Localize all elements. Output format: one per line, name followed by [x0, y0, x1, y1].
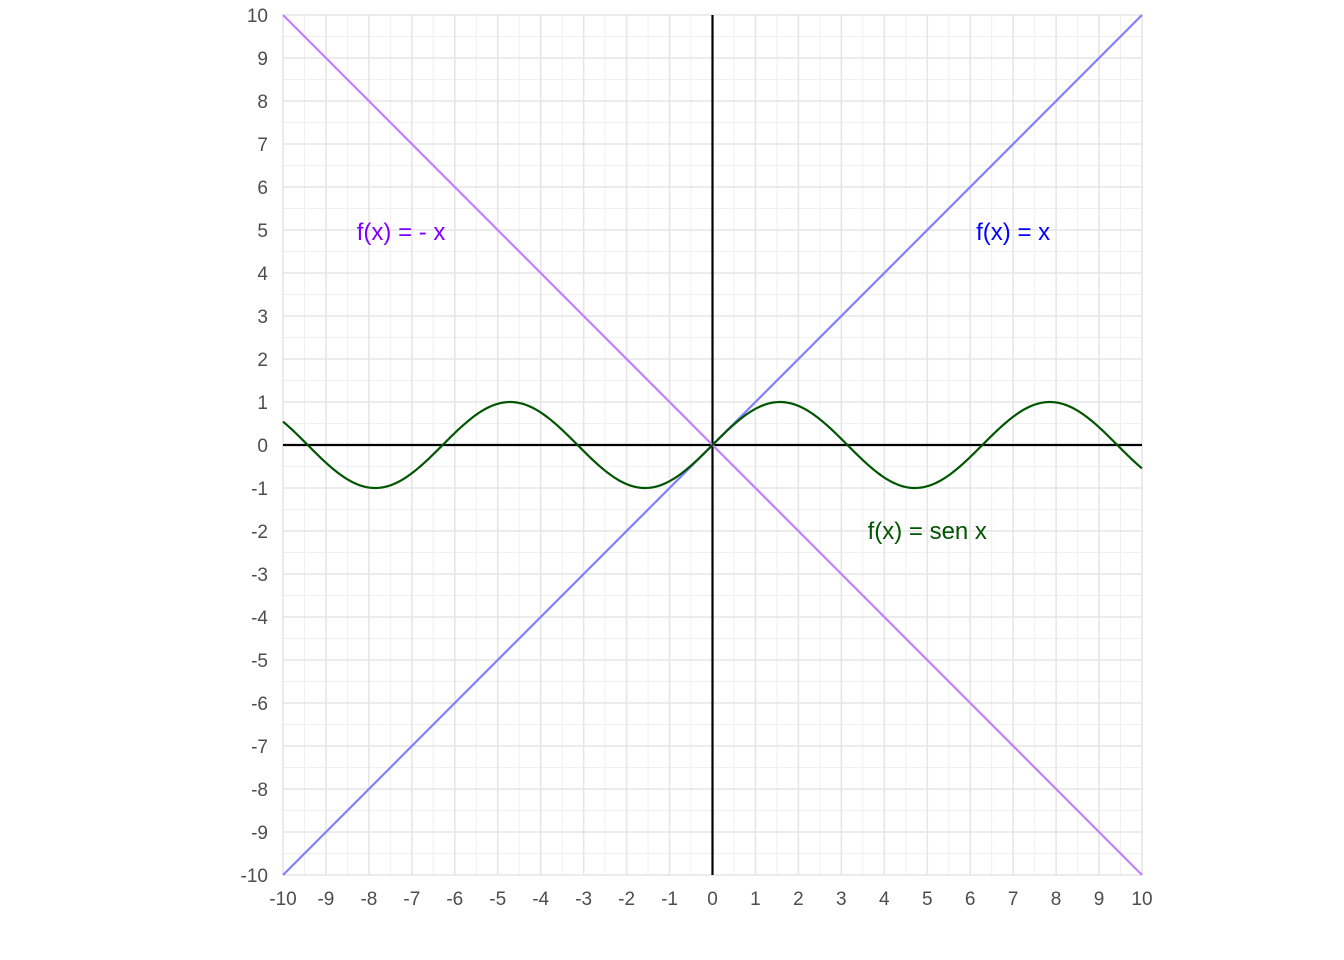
y-tick-label: 9 — [257, 49, 268, 70]
y-tick-label: 10 — [247, 6, 268, 27]
x-tick-label: -3 — [575, 889, 592, 910]
x-tick-label: -5 — [489, 889, 506, 910]
y-tick-label: 7 — [257, 135, 268, 156]
x-tick-label: -8 — [360, 889, 377, 910]
y-tick-label: -3 — [251, 565, 268, 586]
annotations: f(x) = - x f(x) = x f(x) = sen x — [357, 219, 1050, 545]
y-tick-label: 6 — [257, 178, 268, 199]
x-tick-label: -10 — [269, 889, 296, 910]
function-annotation: f(x) = x — [976, 219, 1050, 246]
x-tick-label: 1 — [750, 889, 761, 910]
x-tick-label: 6 — [965, 889, 976, 910]
x-tick-label: -9 — [317, 889, 334, 910]
y-tick-label: -10 — [241, 866, 268, 887]
y-tick-label: -9 — [251, 823, 268, 844]
x-tick-label: -7 — [403, 889, 420, 910]
x-tick-label: 5 — [922, 889, 933, 910]
function-annotation: f(x) = - x — [357, 219, 446, 246]
x-tick-label: -4 — [532, 889, 549, 910]
x-tick-labels: -10 -9 -8 -7 -6 -5 -4 -3 -2 -1 0 1 2 3 4 5 6 7 8 9 10 — [269, 889, 1152, 910]
x-tick-label: 0 — [707, 889, 718, 910]
y-tick-label: -1 — [251, 479, 268, 500]
y-tick-label: -5 — [251, 651, 268, 672]
y-tick-label: 4 — [257, 264, 268, 285]
x-tick-label: 7 — [1008, 889, 1019, 910]
x-tick-label: 3 — [836, 889, 847, 910]
x-tick-label: 4 — [879, 889, 890, 910]
x-tick-label: 8 — [1051, 889, 1062, 910]
y-tick-label: -8 — [251, 780, 268, 801]
function-annotation: f(x) = sen x — [868, 518, 987, 545]
x-tick-label: 2 — [793, 889, 804, 910]
y-tick-label: -2 — [251, 522, 268, 543]
series-layer — [282, 14, 1143, 876]
x-tick-label: -1 — [661, 889, 678, 910]
x-tick-label: 10 — [1131, 889, 1152, 910]
y-tick-label: -7 — [251, 737, 268, 758]
x-tick-label: -2 — [618, 889, 635, 910]
y-tick-label: 3 — [257, 307, 268, 328]
y-tick-label: -6 — [251, 694, 268, 715]
y-tick-label: 0 — [257, 436, 268, 457]
y-tick-label: 5 — [257, 221, 268, 242]
y-tick-label: -4 — [251, 608, 268, 629]
y-tick-label: 2 — [257, 350, 268, 371]
series-sen-x-line — [282, 400, 1143, 490]
y-tick-label: 1 — [257, 393, 268, 414]
x-tick-label: -6 — [446, 889, 463, 910]
y-tick-label: 8 — [257, 92, 268, 113]
x-tick-label: 9 — [1094, 889, 1105, 910]
